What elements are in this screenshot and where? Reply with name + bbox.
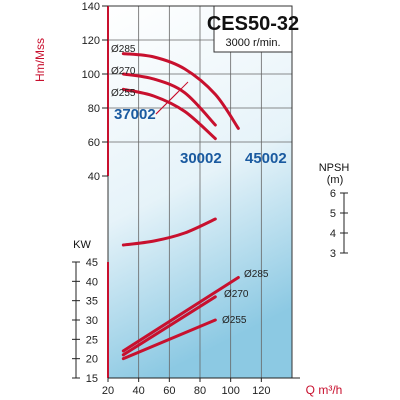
x-axis-label: Q m³/h (306, 383, 343, 397)
x-tick-label: 60 (163, 385, 175, 397)
npsh-axis-label: NPSH (319, 162, 350, 174)
power-series-label: Ø255 (222, 315, 247, 326)
curve-power-2 (121, 318, 217, 361)
model-label: 30002 (180, 150, 222, 167)
model-label: 45002 (245, 150, 287, 167)
curve-head-2 (121, 87, 217, 141)
head-axis-label: Hm/Mss (33, 38, 47, 82)
curve-npsh-0 (121, 217, 217, 247)
series-labels: Ø285 Ø270 Ø255 37002 30002 45002 Ø285 Ø270 Ø255 (111, 44, 287, 326)
curve-power-1 (121, 295, 217, 357)
power-tick-label: 25 (86, 334, 98, 346)
npsh-tick-label: 4 (330, 228, 336, 240)
axes (72, 5, 348, 382)
head-series-label: Ø285 (111, 44, 136, 55)
model-pointer-line (155, 81, 189, 115)
head-tick-label: 40 (88, 171, 100, 183)
grid (108, 6, 292, 378)
power-tick-label: 15 (86, 373, 98, 385)
model-label: 37002 (114, 106, 156, 123)
x-tick-label: 100 (221, 385, 239, 397)
npsh-tick-label: 6 (330, 188, 336, 200)
head-tick-label: 140 (82, 1, 100, 13)
power-tick-label: 45 (86, 257, 98, 269)
chart-subtitle: 3000 r/min. (225, 37, 280, 49)
power-axis-label: KW (73, 239, 91, 251)
x-tick-label: 120 (252, 385, 270, 397)
power-tick-label: 20 (86, 354, 98, 366)
head-tick-label: 80 (88, 103, 100, 115)
x-tick-label: 80 (194, 385, 206, 397)
curve-head-0 (121, 52, 240, 130)
head-tick-label: 100 (82, 69, 100, 81)
x-tick-label: 40 (133, 385, 145, 397)
power-series-label: Ø285 (244, 269, 269, 280)
head-series-label: Ø255 (111, 88, 136, 99)
x-tick-label: 20 (102, 385, 114, 397)
chart-title: CES50-32 (207, 13, 299, 35)
power-series-label: Ø270 (224, 289, 249, 300)
head-tick-label: 60 (88, 137, 100, 149)
head-tick-label: 120 (82, 35, 100, 47)
head-series-label: Ø270 (111, 66, 136, 77)
power-tick-label: 40 (86, 276, 98, 288)
curves (121, 52, 240, 361)
power-tick-label: 35 (86, 296, 98, 308)
npsh-tick-label: 3 (330, 248, 336, 260)
title-box: CES50-32 3000 r/min. (207, 5, 299, 53)
npsh-tick-label: 5 (330, 208, 336, 220)
curve-power-0 (121, 275, 240, 353)
curve-head-1 (121, 72, 217, 127)
power-tick-label: 30 (86, 315, 98, 327)
npsh-unit-label: (m) (327, 174, 344, 186)
